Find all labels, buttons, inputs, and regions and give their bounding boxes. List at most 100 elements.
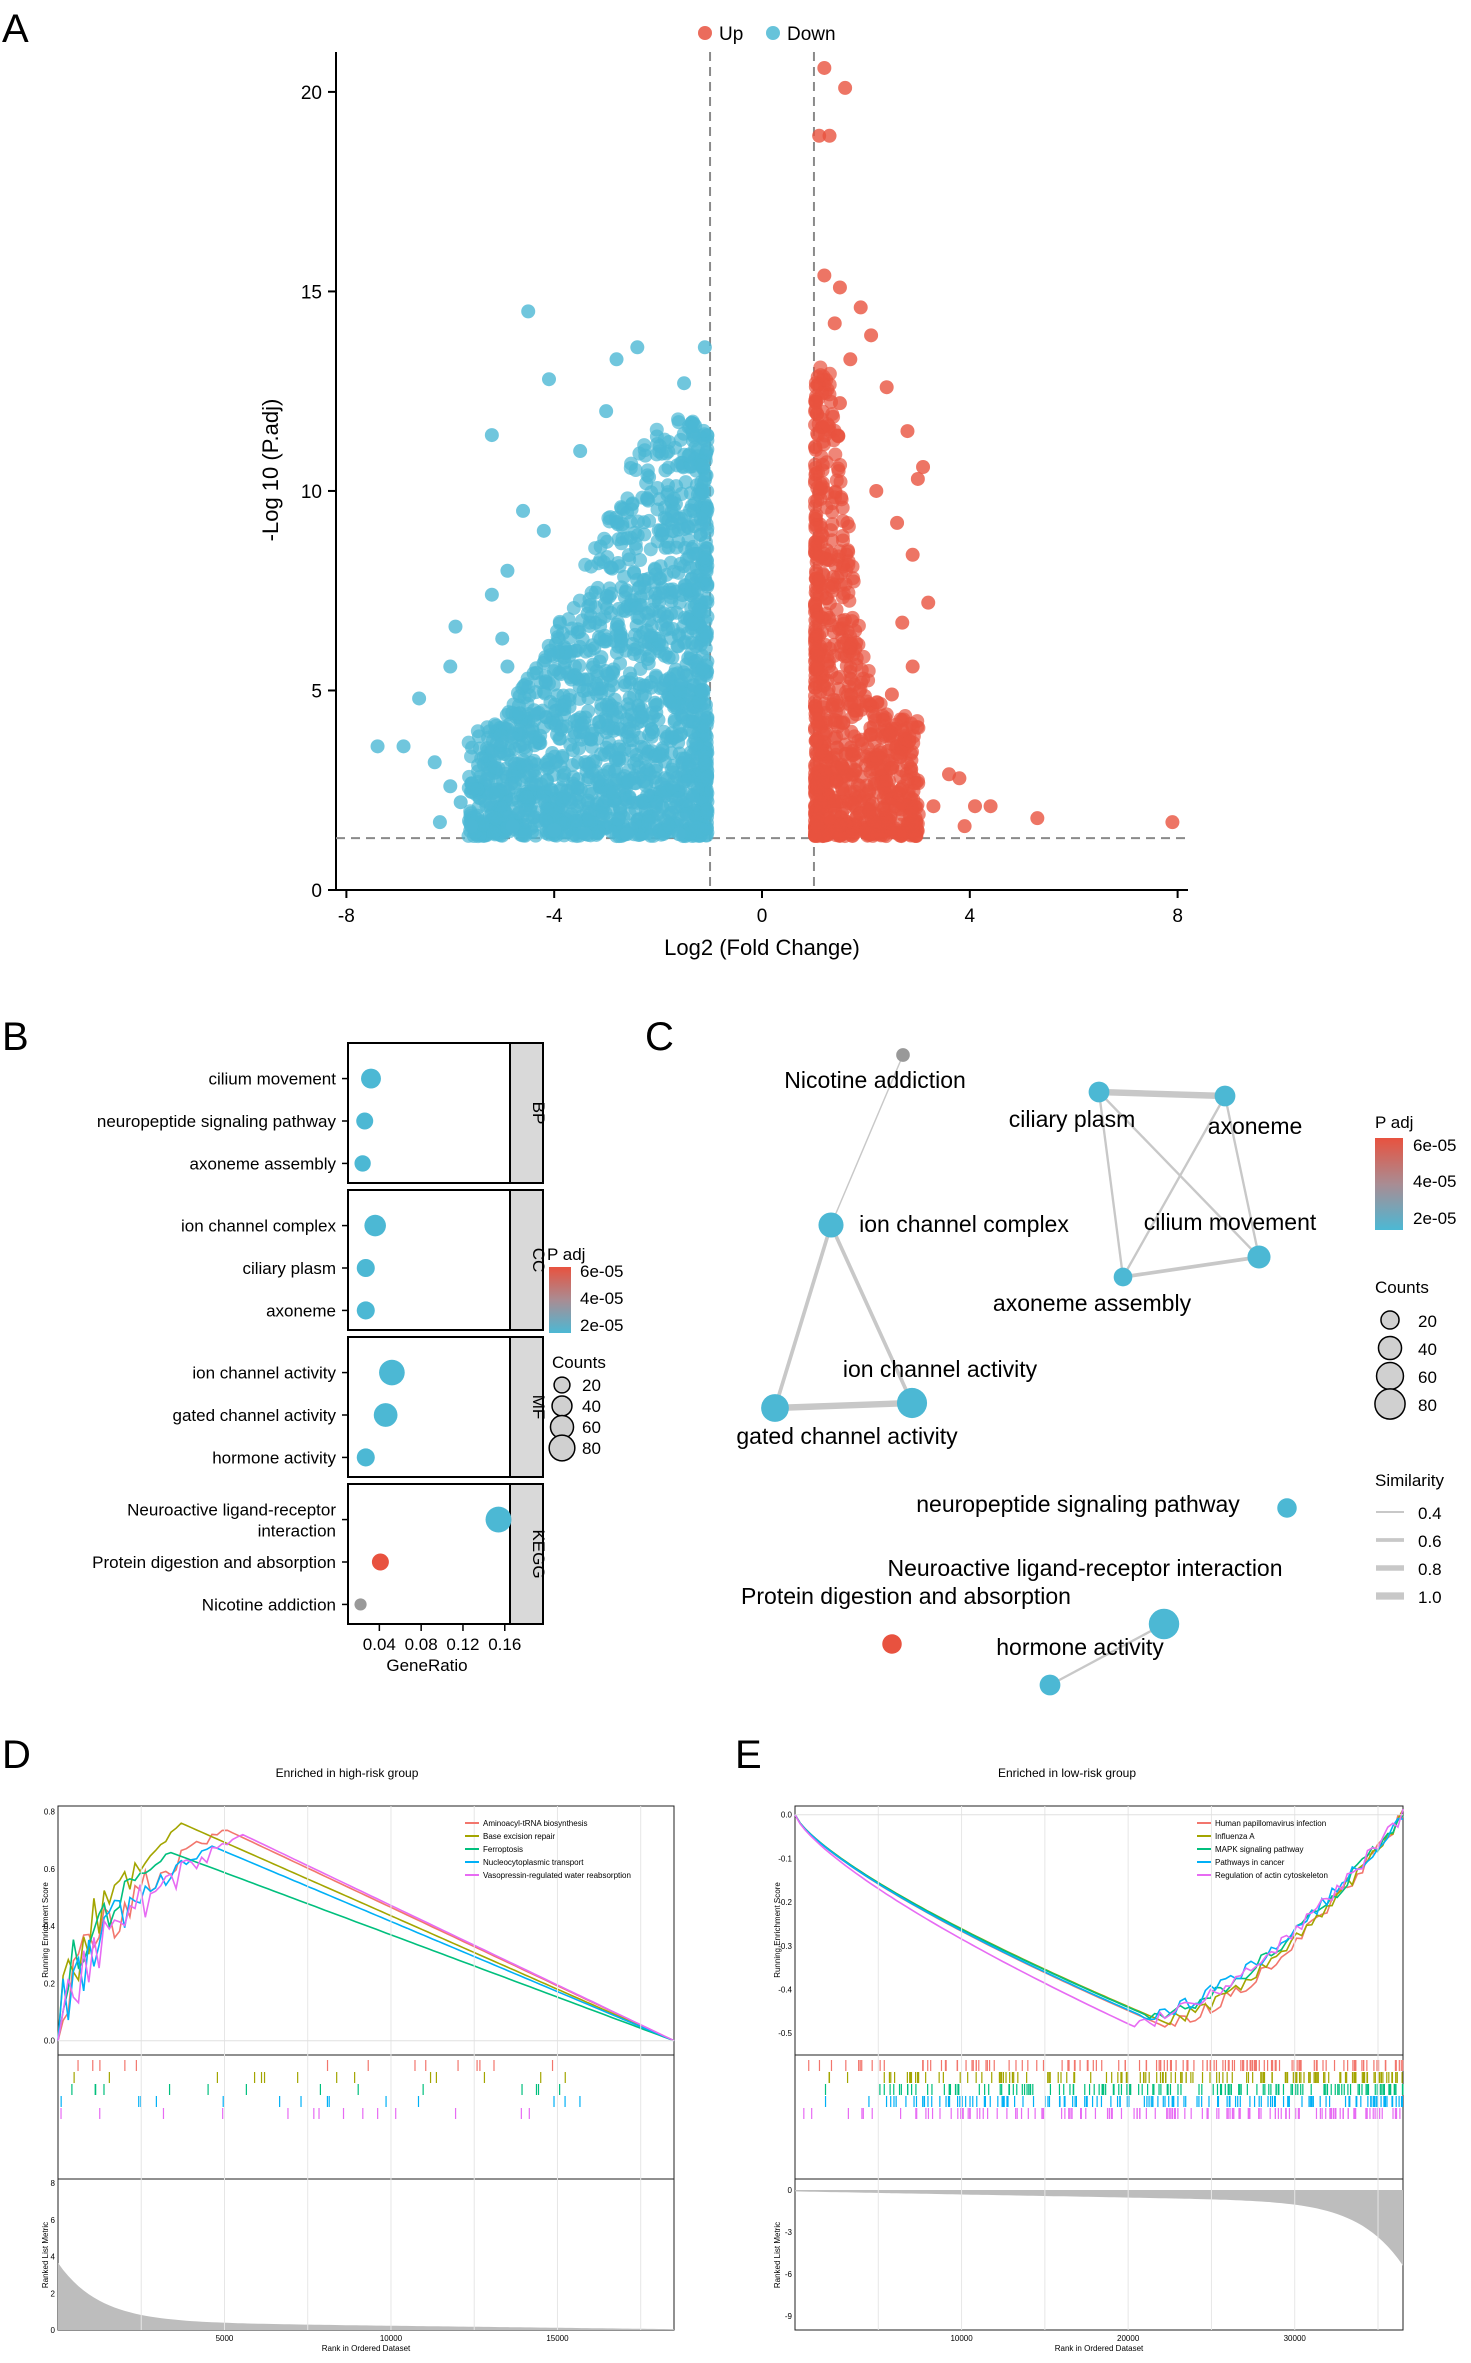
similarity-legend-label: 0.8 [1418,1560,1442,1579]
up-point [835,760,850,775]
down-point [630,514,645,529]
down-point [614,501,629,516]
down-point [493,728,508,743]
network-padj-legend-label: 6e-05 [1413,1136,1456,1155]
network-node-label: axoneme assembly [993,1290,1192,1316]
down-point [572,658,587,673]
up-point [895,723,910,738]
legend-label: Regulation of actin cytoskeleton [1215,1871,1328,1880]
down-point [568,813,583,828]
down-point [596,555,611,570]
down-point [527,713,542,728]
down-point [656,585,671,600]
down-point [461,735,476,750]
term-dot [485,1506,512,1533]
x-tick-label: 0.16 [488,1635,521,1654]
down-point [516,759,531,774]
similarity-edge [830,1054,904,1226]
down-point [573,444,588,459]
enrichment-curve [794,1814,1404,2020]
x-tick-label: 15000 [546,2334,569,2343]
up-point [844,828,859,843]
down-point [632,611,647,626]
term-label-line: Neuroactive ligand-receptor [127,1501,336,1520]
down-point [580,731,595,746]
up-point [861,663,876,678]
down-point [633,553,648,568]
down-point [613,656,628,671]
y2-tick-label: 6 [51,2216,56,2225]
down-point [627,566,642,581]
counts-legend-label: 80 [582,1439,601,1458]
down-point [627,688,642,703]
network-node-label: hormone activity [996,1634,1164,1660]
x-tick-label: 8 [1172,906,1183,927]
down-point [536,523,551,538]
legend-up-label: Up [719,24,743,45]
down-point [614,634,629,649]
panel-label-d: D [2,1733,31,1777]
dotplot-x-label: GeneRatio [386,1656,467,1675]
down-point [546,767,561,782]
down-point [664,504,679,519]
down-point [658,540,673,555]
down-point [691,582,706,597]
y-tick-label: 0.6 [44,1865,56,1874]
down-point [518,825,533,840]
x-tick-label: 20000 [1117,2334,1140,2343]
down-point [619,712,634,727]
term-label: Nicotine addiction [202,1595,336,1614]
up-point [884,687,899,702]
down-point [609,352,624,367]
gsea-low-title: Enriched in low-risk group [998,1766,1136,1780]
y2-tick-label: 8 [51,2179,56,2188]
up-point [810,427,825,442]
up-point [926,799,941,814]
up-point [820,552,835,567]
down-point [666,564,681,579]
up-point [879,380,894,395]
counts-legend-marker [553,1376,571,1394]
dotplot-padj-colorbar [549,1267,571,1333]
up-point [895,796,910,811]
counts-legend-label: 60 [1418,1368,1437,1387]
down-point [658,673,673,688]
down-point [603,673,618,688]
y-tick-label: 0.0 [44,2037,56,2046]
volcano-x-label: Log2 (Fold Change) [664,935,860,960]
up-point [819,500,834,515]
panel-label-e: E [735,1733,762,1777]
legend-label: Vasopressin-regulated water reabsorption [483,1871,631,1880]
y2-tick-label: -6 [785,2270,793,2279]
down-point [505,730,520,745]
y2-tick-label: 0 [788,2186,793,2195]
down-point [678,475,693,490]
down-point [641,814,656,829]
enrichment-dotplot: BP CC MF KEGG cilium movement neuropeptide s… [92,1042,623,1675]
gsea-low-es-panel [794,1805,1404,2056]
down-point [624,456,639,471]
down-point [484,428,499,443]
down-point [584,559,599,574]
dotplot-counts-legend-title: Counts [552,1353,606,1372]
panel-label-c: C [645,1015,674,1059]
down-point [635,709,650,724]
up-point [865,762,880,777]
down-point [603,605,618,620]
down-point [570,780,585,795]
down-point [518,744,533,759]
down-point [694,458,709,473]
down-point [583,597,598,612]
up-point [829,740,844,755]
up-point [859,694,874,709]
network-node [896,1048,910,1062]
down-point [691,603,706,618]
up-point [853,300,868,315]
term-label: ion channel activity [192,1364,336,1383]
network-node [1088,1081,1110,1103]
legend-label: Influenza A [1215,1832,1255,1841]
up-point [916,460,931,475]
up-point [808,706,823,721]
up-point [814,449,829,464]
down-point [519,770,534,785]
